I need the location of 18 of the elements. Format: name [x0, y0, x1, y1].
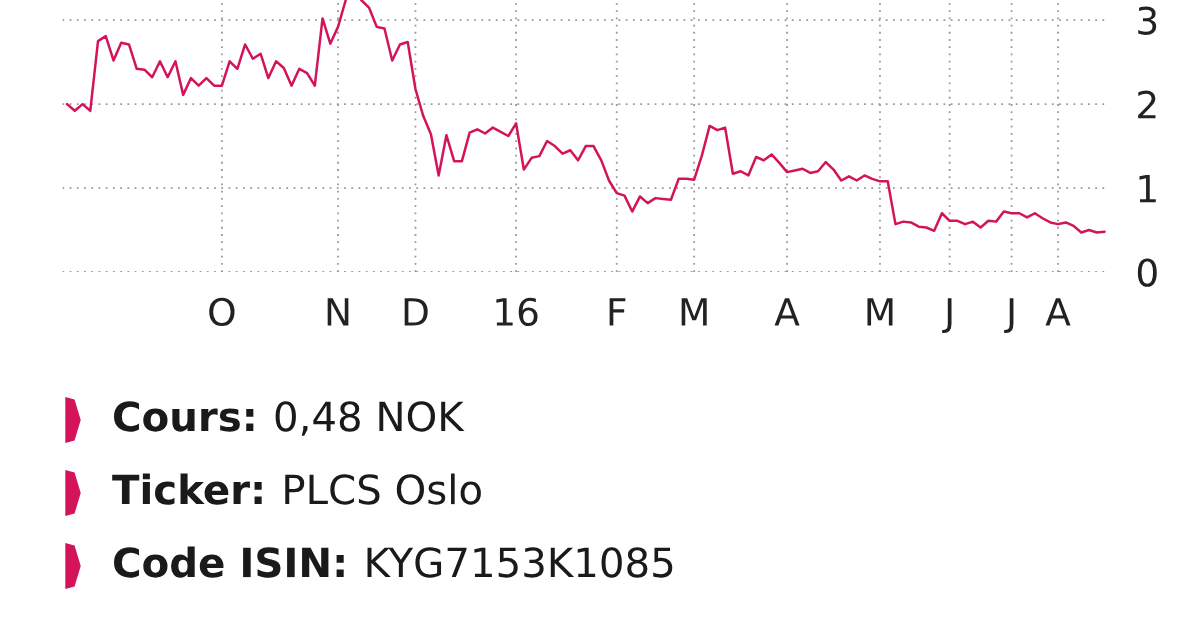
- x-tick-label: A: [1045, 298, 1071, 326]
- x-tick-label: 16: [496, 297, 538, 327]
- y-tick-label: 0: [1137, 258, 1157, 287]
- x-tick-label: D: [404, 298, 428, 326]
- x-tick-label: F: [609, 298, 626, 326]
- x-tick-label: J: [942, 298, 952, 333]
- y-tick-label: 1: [1139, 174, 1156, 203]
- x-tick-label: M: [867, 298, 893, 326]
- x-tick-label: A: [774, 298, 800, 326]
- x-tick-label: O: [209, 297, 235, 327]
- text: Cours: 0,48 NOK: [114, 401, 465, 436]
- text: Ticker: PLCS Oslo: [112, 473, 481, 505]
- y-tick-label: 2: [1138, 90, 1156, 119]
- x-tick-label: J: [1004, 298, 1014, 333]
- text: Code ISIN: KYG7153K1085: [114, 546, 673, 578]
- x-tick-label: M: [681, 298, 707, 326]
- x-tick-label: N: [327, 298, 349, 326]
- y-tick-label: 3: [1138, 6, 1157, 35]
